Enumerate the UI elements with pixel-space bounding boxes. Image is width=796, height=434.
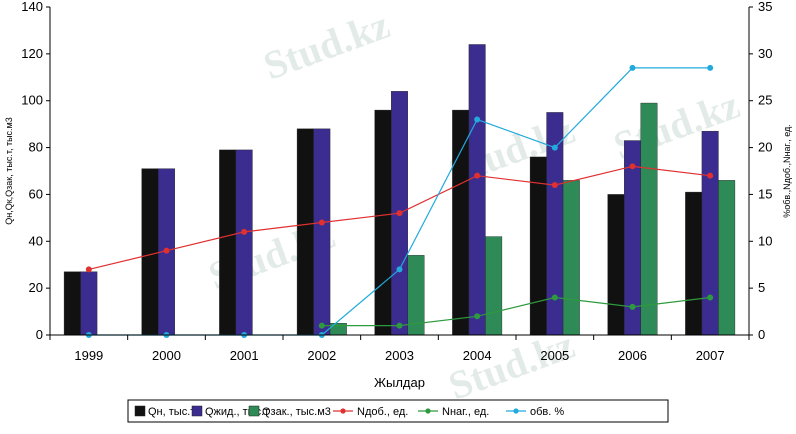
legend-label: Nдоб., ед. bbox=[357, 406, 408, 418]
bar-qzhid bbox=[235, 149, 253, 336]
x-tick-label: 2002 bbox=[307, 348, 336, 363]
y-right-tick-label: 20 bbox=[758, 140, 772, 155]
x-tick-label: 2000 bbox=[152, 348, 181, 363]
point-obv bbox=[551, 144, 558, 151]
point-nnag bbox=[551, 294, 558, 301]
point-obv bbox=[629, 64, 636, 71]
bar-qzhid bbox=[80, 271, 98, 336]
x-tick-label: 1999 bbox=[74, 348, 103, 363]
point-obv bbox=[396, 266, 403, 273]
point-nnag bbox=[474, 313, 481, 320]
legend-label: Qн, тыс.т bbox=[148, 406, 195, 418]
legend-swatch-marker bbox=[513, 408, 519, 414]
bar-qn bbox=[219, 149, 237, 336]
x-tick-label: 2005 bbox=[540, 348, 569, 363]
y-left-tick-label: 140 bbox=[21, 0, 43, 14]
point-nnag bbox=[318, 322, 325, 329]
legend-label: Qжид., тыс.т bbox=[205, 406, 269, 418]
point-ndob bbox=[551, 182, 558, 189]
y-axis-left-title: Qн,Qк,Qзак, тыс.т, тыс.м3 bbox=[4, 117, 14, 224]
point-ndob bbox=[163, 247, 170, 254]
bar-qn bbox=[141, 168, 159, 336]
point-nnag bbox=[396, 322, 403, 329]
y-left-tick-label: 60 bbox=[29, 186, 43, 201]
bar-qn bbox=[296, 128, 314, 336]
point-ndob bbox=[474, 172, 481, 179]
legend-swatch-bar bbox=[134, 405, 146, 417]
bar-qzak bbox=[718, 180, 736, 336]
point-ndob bbox=[707, 172, 714, 179]
legend-swatch-bar bbox=[248, 405, 260, 417]
y-left-tick-label: 20 bbox=[29, 280, 43, 295]
point-nnag bbox=[629, 303, 636, 310]
y-right-tick-label: 5 bbox=[758, 280, 765, 295]
y-right-tick-label: 25 bbox=[758, 93, 772, 108]
legend-swatch-marker bbox=[340, 408, 346, 414]
bar-qzhid bbox=[701, 130, 719, 336]
y-right-tick-label: 15 bbox=[758, 186, 772, 201]
point-nnag bbox=[707, 294, 714, 301]
watermark-text: Stud.kz bbox=[258, 2, 396, 89]
y-right-tick-label: 0 bbox=[758, 327, 765, 342]
y-left-tick-label: 120 bbox=[21, 46, 43, 61]
legend-label: обв. % bbox=[530, 406, 564, 418]
bar-qn bbox=[374, 109, 392, 336]
bar-qzak bbox=[485, 236, 503, 336]
bars-layer bbox=[63, 44, 736, 336]
x-tick-label: 2003 bbox=[385, 348, 414, 363]
bar-qn bbox=[685, 191, 703, 336]
bar-qn bbox=[63, 271, 81, 336]
axes-layer: 0 20 40 60 80 100 120 140 0 5 10 15 20 25 30 35 1999 2000… bbox=[4, 0, 792, 390]
point-obv bbox=[707, 64, 714, 71]
bar-qzhid bbox=[313, 128, 331, 336]
y-left-tick-label: 0 bbox=[36, 327, 43, 342]
y-right-tick-label: 10 bbox=[758, 233, 772, 248]
legend-box bbox=[127, 399, 669, 423]
bar-qzak bbox=[562, 180, 580, 336]
legend-label: Qзак., тыс.м3 bbox=[262, 406, 331, 418]
legend-swatch-marker bbox=[425, 408, 431, 414]
bar-qn bbox=[607, 194, 625, 336]
point-ndob bbox=[85, 266, 92, 273]
y-left-tick-label: 80 bbox=[29, 140, 43, 155]
point-obv bbox=[474, 116, 481, 123]
point-ndob bbox=[241, 228, 248, 235]
x-tick-label: 2004 bbox=[463, 348, 492, 363]
series-line-nnag bbox=[321, 296, 711, 327]
bar-qzhid bbox=[468, 44, 486, 336]
y-right-tick-label: 35 bbox=[758, 0, 772, 14]
x-tick-label: 2001 bbox=[230, 348, 259, 363]
x-tick-label: 2007 bbox=[696, 348, 725, 363]
y-left-tick-label: 40 bbox=[29, 233, 43, 248]
y-axis-right-title: %обв.,Nдоб.,Nнаг., ед. bbox=[782, 124, 792, 218]
point-ndob bbox=[629, 163, 636, 170]
point-ndob bbox=[396, 210, 403, 217]
y-left-tick-label: 100 bbox=[21, 93, 43, 108]
x-axis-title: Жылдар bbox=[374, 375, 425, 390]
y-right-tick-label: 30 bbox=[758, 46, 772, 61]
legend-swatch-bar bbox=[191, 405, 203, 417]
legend-label: Nнаг., ед. bbox=[442, 406, 489, 418]
bar-qzak bbox=[640, 102, 658, 336]
point-ndob bbox=[318, 219, 325, 226]
x-tick-label: 2006 bbox=[618, 348, 647, 363]
bar-qn bbox=[452, 109, 470, 336]
